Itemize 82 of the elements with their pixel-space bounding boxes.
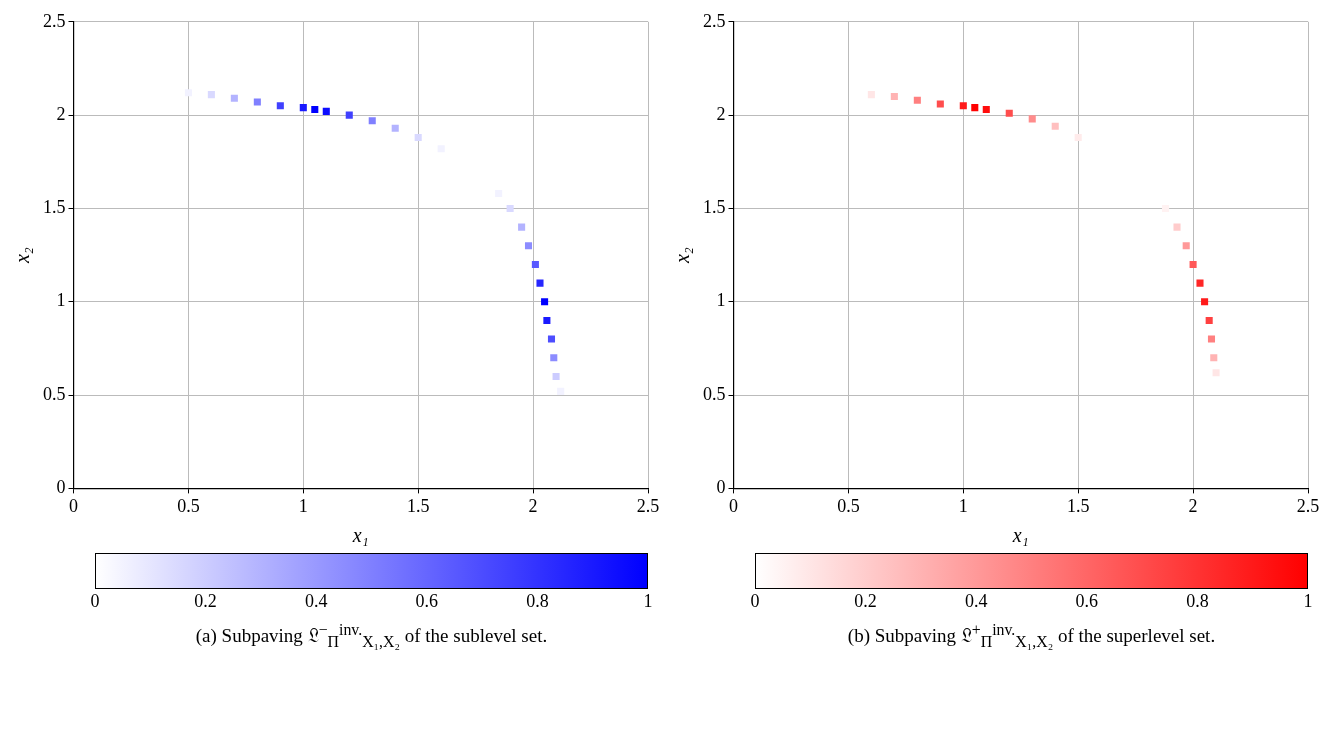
point — [311, 105, 319, 114]
x-tick-label: 2.5 — [1296, 495, 1320, 516]
y-axis-title: x₂ — [671, 247, 694, 265]
point — [322, 107, 330, 115]
point — [541, 298, 549, 306]
color-bar-label: 0.2 — [854, 591, 877, 612]
point — [971, 104, 979, 112]
point — [391, 124, 399, 132]
y-tick-label: 2 — [716, 103, 726, 124]
point — [547, 335, 556, 343]
x-tick-label: 0.5 — [837, 495, 860, 516]
point — [184, 89, 192, 97]
x-tick-label: 1 — [958, 495, 968, 516]
point — [557, 387, 565, 395]
point — [1182, 242, 1190, 250]
y-tick-label: 0 — [56, 477, 66, 498]
color-bar-label: 0 — [90, 591, 100, 612]
color-bar-label: 0.6 — [415, 591, 439, 612]
x-tick-label: 0.5 — [177, 495, 200, 516]
point — [1196, 279, 1204, 287]
point — [1212, 369, 1220, 377]
x-tick-label: 2 — [528, 495, 538, 516]
point — [867, 91, 875, 99]
y-tick-label: 0.5 — [43, 383, 66, 404]
point — [1205, 316, 1213, 324]
x-tick-label: 1 — [298, 495, 308, 516]
point — [1051, 122, 1059, 130]
point — [345, 111, 353, 119]
x-tick-label: 1.5 — [406, 495, 430, 516]
x-tick-label: 2.5 — [636, 495, 660, 516]
point — [299, 104, 307, 112]
y-tick-label: 2 — [56, 103, 66, 124]
color-bar-label: 0.6 — [1075, 591, 1099, 612]
color-bar-label: 1 — [1303, 591, 1313, 612]
point — [524, 242, 533, 250]
point — [1189, 260, 1197, 268]
y-tick-label: 1 — [716, 290, 726, 311]
point — [1005, 109, 1013, 117]
point — [552, 372, 560, 380]
x-axis-title: x₁ — [351, 524, 369, 547]
point — [936, 100, 944, 108]
x-tick-label: 1.5 — [1066, 495, 1090, 516]
y-tick-label: 1.5 — [703, 197, 726, 218]
y-tick-label: 1 — [56, 290, 66, 311]
point — [414, 133, 422, 142]
point — [982, 105, 990, 114]
point — [1028, 115, 1036, 123]
color-bar-label: 0 — [750, 591, 760, 612]
point — [518, 223, 526, 231]
y-tick-label: 2.5 — [703, 10, 726, 31]
point — [506, 204, 514, 212]
point — [1210, 354, 1218, 362]
point — [543, 316, 551, 324]
point — [1207, 335, 1216, 343]
y-tick-label: 1.5 — [43, 197, 66, 218]
color-bar-label: 1 — [643, 591, 653, 612]
x-axis-title: x₁ — [1011, 524, 1029, 547]
point — [531, 260, 539, 268]
point — [207, 91, 215, 99]
y-axis-title: x₂ — [11, 247, 34, 265]
color-bar-label: 0.8 — [1186, 591, 1209, 612]
point — [276, 102, 284, 110]
x-tick-label: 2 — [1188, 495, 1198, 516]
point — [959, 102, 967, 110]
color-bar-label: 0.4 — [304, 591, 328, 612]
color-bar-label: 0.8 — [526, 591, 549, 612]
point — [1161, 204, 1170, 212]
point — [1201, 298, 1209, 306]
y-tick-label: 2.5 — [43, 10, 66, 31]
color-bar-label: 0.4 — [964, 591, 988, 612]
y-tick-label: 0 — [716, 477, 726, 498]
point — [368, 117, 376, 125]
point — [253, 98, 261, 106]
point — [550, 354, 558, 362]
color-bar-label: 0.2 — [194, 591, 217, 612]
point — [230, 94, 238, 102]
point — [536, 279, 544, 287]
y-tick-label: 0.5 — [703, 383, 726, 404]
point — [913, 96, 921, 104]
point — [1074, 133, 1082, 142]
point — [890, 92, 898, 100]
point — [1173, 223, 1181, 231]
